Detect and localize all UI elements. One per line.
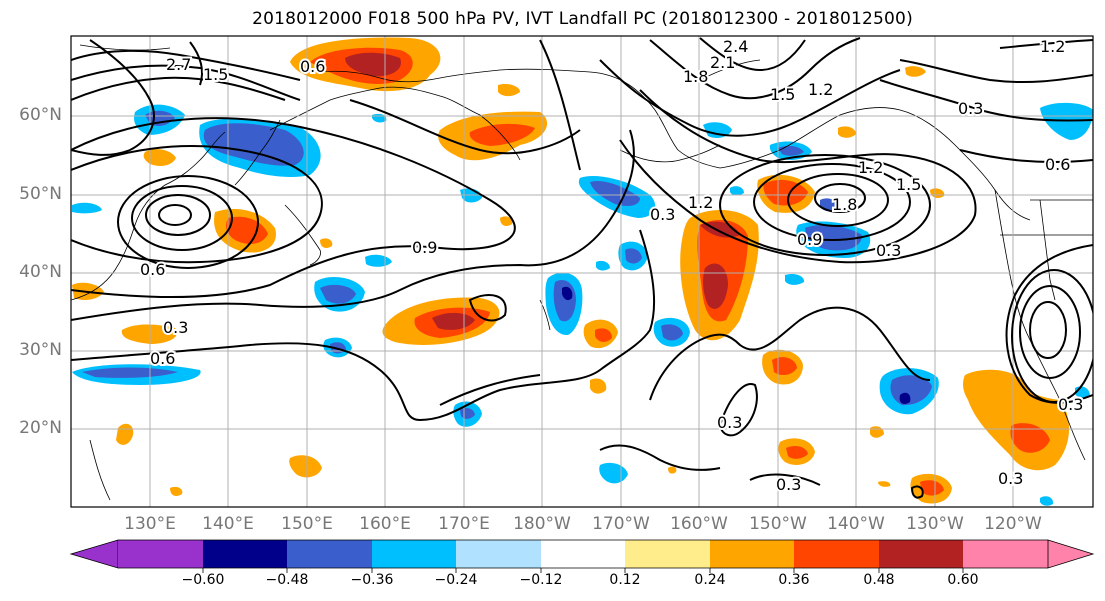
- contour-label: 1.5: [896, 175, 921, 194]
- contour-label: 1.2: [808, 80, 833, 99]
- contour-label: 2.4: [723, 37, 748, 56]
- contour-label: 0.3: [717, 413, 742, 432]
- map-title: 2018012000 F018 500 hPa PV, IVT Landfall…: [252, 9, 913, 29]
- colorbar-tick-label: 0.48: [863, 572, 895, 588]
- lat-label: 50°N: [19, 184, 62, 204]
- lon-label: 140°E: [202, 514, 254, 534]
- contour-label: 1.5: [770, 85, 795, 104]
- colorbar-swatch: [372, 540, 456, 568]
- contour-label: 2.7: [166, 55, 191, 74]
- contour-label: 1.5: [203, 65, 228, 84]
- colorbar-swatch: [710, 540, 794, 568]
- lon-label: 170°E: [438, 514, 490, 534]
- colorbar-swatch: [287, 540, 372, 568]
- contour-label: 0.3: [876, 241, 901, 260]
- lon-label: 130°W: [906, 514, 964, 534]
- colorbar-swatch: [69, 539, 119, 569]
- positive-anomaly-blobs: [72, 37, 1070, 504]
- colorbar-swatch: [879, 540, 963, 568]
- contour-label: 0.9: [797, 230, 822, 249]
- lon-label: 160°W: [670, 514, 728, 534]
- colorbar-swatch: [118, 540, 203, 568]
- lon-label: 140°W: [827, 514, 885, 534]
- coastlines: [71, 44, 1093, 501]
- colorbar-tick-label: 0.12: [609, 572, 641, 588]
- colorbar-tick-label: 0.24: [694, 572, 726, 588]
- gridlines: [71, 36, 1093, 507]
- contour-label: 1.8: [832, 195, 857, 214]
- contour-label: 0.6: [140, 260, 165, 279]
- lat-label: 40°N: [19, 262, 62, 282]
- colorbar-tick-label: 0.36: [778, 572, 810, 588]
- contour-label: 0.3: [650, 205, 675, 224]
- colorbar-swatch: [963, 540, 1048, 568]
- colorbar-tick-label: −0.24: [434, 572, 478, 588]
- contour-label: 0.9: [412, 238, 437, 257]
- colorbar-tick-label: 0.60: [947, 572, 979, 588]
- ivt-contours: [71, 37, 1093, 499]
- lon-label: 160°E: [359, 514, 411, 534]
- contour-label: 0.6: [150, 349, 175, 368]
- colorbar-tick-label: −0.60: [181, 572, 225, 588]
- contour-label: 0.3: [776, 475, 801, 494]
- contour-label: 1.2: [1040, 37, 1065, 56]
- colorbar: [69, 539, 1095, 573]
- colorbar-tick-label: −0.48: [265, 572, 309, 588]
- lon-label: 130°E: [124, 514, 176, 534]
- lon-label: 180°W: [513, 514, 571, 534]
- contour-label: 1.8: [683, 67, 708, 86]
- lon-label: 170°W: [592, 514, 650, 534]
- lat-label: 60°N: [19, 105, 62, 125]
- contour-labels: 0.6 2.4 2.1 1.2 2.7 1.5 1.8 1.2 1.5 0.3 …: [138, 35, 1085, 496]
- colorbar-tick-label: −0.36: [350, 572, 394, 588]
- contour-label: 0.3: [998, 469, 1023, 488]
- colorbar-swatch: [541, 540, 625, 568]
- contour-label: 0.3: [958, 99, 983, 118]
- contour-label: 1.2: [858, 158, 883, 177]
- colorbar-swatch: [1047, 539, 1095, 569]
- colorbar-swatch: [203, 540, 287, 568]
- colorbar-swatch: [794, 540, 879, 568]
- plot-frame: [70, 35, 1094, 508]
- colorbar-tick-label: −0.12: [519, 572, 563, 588]
- contour-label: 1.2: [688, 193, 713, 212]
- contour-label: 0.3: [163, 318, 188, 337]
- lon-label: 150°E: [281, 514, 333, 534]
- lat-label: 20°N: [19, 418, 62, 438]
- contour-label: 0.6: [300, 57, 325, 76]
- colorbar-swatch: [456, 540, 541, 568]
- contour-label: 0.3: [1058, 395, 1083, 414]
- lat-label: 30°N: [19, 340, 62, 360]
- contour-label: 0.6: [1045, 155, 1070, 174]
- lon-label: 120°W: [984, 514, 1042, 534]
- shaded-anomaly-layer: [72, 37, 1093, 506]
- contour-label: 2.1: [710, 53, 735, 72]
- colorbar-swatch: [625, 540, 710, 568]
- lon-label: 150°W: [749, 514, 807, 534]
